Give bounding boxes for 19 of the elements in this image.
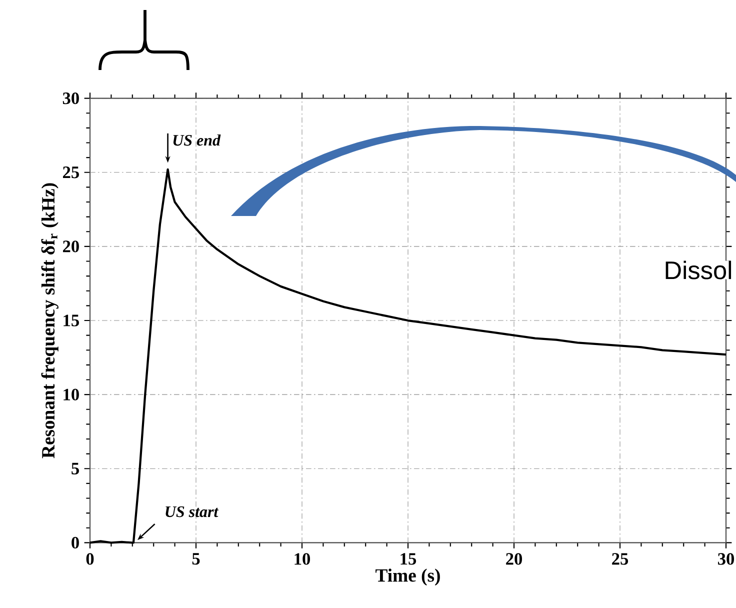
y-tick-label: 5 — [72, 462, 79, 474]
annotation: Dissol — [666, 260, 732, 280]
x-tick-label: 15 — [400, 553, 416, 565]
y-tick-label: 10 — [64, 388, 79, 400]
y-axis-title: Resonant frequency shift δf$_{r}$ (kHz) — [41, 183, 58, 458]
x-tick-label: 0 — [86, 553, 94, 565]
x-tick-label: 25 — [612, 553, 628, 565]
y-tick-label: 25 — [62, 166, 79, 178]
y-tick-label: 0 — [72, 536, 79, 549]
x-tick-label: 20 — [506, 553, 522, 565]
x-tick-label: 5 — [192, 553, 200, 565]
y-tick-label: 30 — [62, 92, 79, 104]
annotation: US end — [173, 134, 221, 146]
annotation: US start — [166, 506, 219, 518]
x-axis-title: Time (s) — [376, 568, 440, 586]
x-tick-label: 10 — [294, 553, 310, 565]
y-tick-label: 15 — [64, 314, 79, 326]
y-tick-label: 20 — [62, 240, 79, 252]
x-tick-label: 30 — [718, 553, 734, 565]
